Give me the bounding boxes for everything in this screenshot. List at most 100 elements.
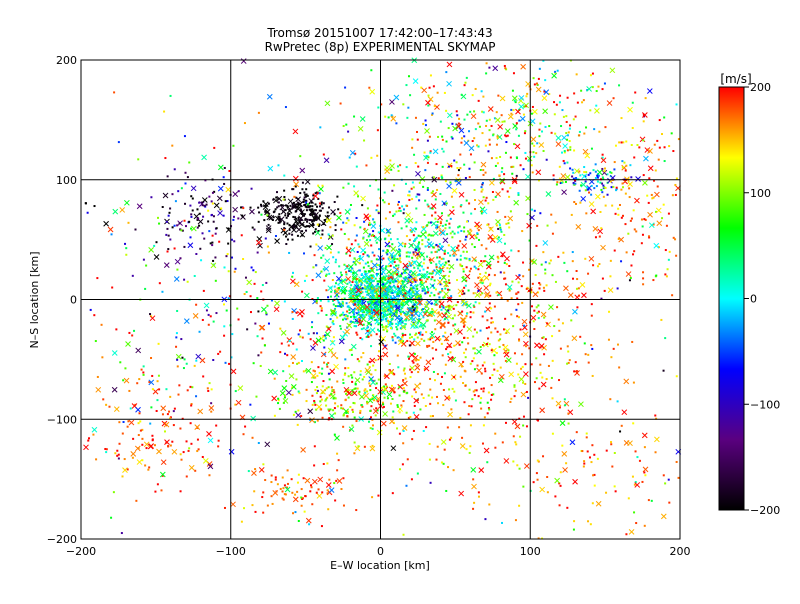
data-point-dot — [427, 204, 429, 206]
data-point-dot — [401, 304, 403, 306]
data-point-dot — [613, 168, 615, 170]
data-point-dot — [446, 202, 448, 204]
data-point-dot — [363, 376, 365, 378]
data-point-dot — [398, 210, 400, 212]
data-point-dot — [664, 273, 666, 275]
data-point-cross — [156, 449, 161, 454]
data-point-dot — [486, 120, 488, 122]
data-point-dot — [595, 171, 597, 173]
data-point-dot — [548, 125, 550, 127]
data-point-dot — [243, 507, 245, 509]
data-point-dot — [260, 205, 262, 207]
data-point-dot — [595, 177, 597, 179]
data-point-dot — [416, 131, 418, 133]
data-point-dot — [447, 289, 449, 291]
data-point-dot — [554, 495, 556, 497]
data-point-dot — [587, 450, 589, 452]
data-point-cross — [406, 213, 411, 218]
data-point-dot — [451, 196, 453, 198]
data-point-dot — [465, 177, 467, 179]
data-point-dot — [604, 167, 606, 169]
data-point-dot — [279, 328, 281, 330]
data-point-dot — [441, 136, 443, 138]
data-point-dot — [445, 110, 447, 112]
data-point-dot — [559, 95, 561, 97]
data-point-dot — [174, 225, 176, 227]
data-point-dot — [183, 279, 185, 281]
data-point-dot — [430, 415, 432, 417]
data-point-cross — [310, 346, 315, 351]
data-point-dot — [183, 367, 185, 369]
data-point-dot — [468, 405, 470, 407]
data-point-dot — [394, 255, 396, 257]
data-point-dot — [345, 273, 347, 275]
data-point-dot — [408, 256, 410, 258]
data-point-dot — [364, 251, 366, 253]
data-point-cross — [251, 471, 256, 476]
data-point-dot — [208, 314, 210, 316]
data-point-cross — [484, 275, 489, 280]
data-point-dot — [465, 356, 467, 358]
data-point-dot — [331, 389, 333, 391]
data-point-cross — [288, 199, 293, 204]
data-point-dot — [368, 87, 370, 89]
data-point-dot — [409, 262, 411, 264]
data-point-dot — [486, 197, 488, 199]
data-point-dot — [406, 166, 408, 168]
data-point-dot — [391, 318, 393, 320]
data-point-dot — [503, 234, 505, 236]
data-point-dot — [599, 182, 601, 184]
data-point-dot — [135, 500, 137, 502]
data-point-dot — [304, 194, 306, 196]
data-point-cross — [391, 247, 396, 252]
data-point-dot — [428, 95, 430, 97]
data-point-dot — [441, 148, 443, 150]
data-point-dot — [579, 131, 581, 133]
data-point-cross — [312, 479, 317, 484]
data-point-dot — [572, 251, 574, 253]
data-point-dot — [209, 382, 211, 384]
data-point-dot — [501, 114, 503, 116]
data-point-cross — [504, 458, 509, 463]
data-point-dot — [207, 210, 209, 212]
data-point-dot — [311, 486, 313, 488]
data-point-dot — [435, 244, 437, 246]
data-point-dot — [208, 196, 210, 198]
data-point-dot — [175, 346, 177, 348]
data-point-dot — [409, 344, 411, 346]
data-point-cross — [415, 384, 420, 389]
data-point-dot — [533, 145, 535, 147]
data-point-cross — [572, 309, 577, 314]
data-point-dot — [208, 474, 210, 476]
colorbar-tick-label: 100 — [750, 187, 771, 200]
data-point-dot — [452, 206, 454, 208]
data-point-dot — [522, 262, 524, 264]
data-point-dot — [339, 315, 341, 317]
data-point-dot — [560, 348, 562, 350]
data-point-dot — [200, 259, 202, 261]
data-point-dot — [372, 365, 374, 367]
data-point-dot — [195, 304, 197, 306]
data-point-dot — [288, 252, 290, 254]
data-point-dot — [331, 340, 333, 342]
data-point-cross — [387, 392, 392, 397]
data-point-dot — [211, 242, 213, 244]
data-point-dot — [561, 109, 563, 111]
data-point-dot — [404, 292, 406, 294]
data-point-dot — [101, 356, 103, 358]
data-point-dot — [495, 292, 497, 294]
data-point-dot — [188, 161, 190, 163]
data-point-dot — [593, 454, 595, 456]
data-point-dot — [356, 322, 358, 324]
data-point-dot — [672, 150, 674, 152]
data-point-dot — [238, 190, 240, 192]
data-point-dot — [445, 490, 447, 492]
data-point-cross — [318, 246, 323, 251]
data-point-dot — [150, 406, 152, 408]
data-point-cross — [383, 411, 388, 416]
data-point-dot — [625, 193, 627, 195]
data-point-dot — [306, 389, 308, 391]
data-point-dot — [322, 380, 324, 382]
data-point-dot — [443, 307, 445, 309]
